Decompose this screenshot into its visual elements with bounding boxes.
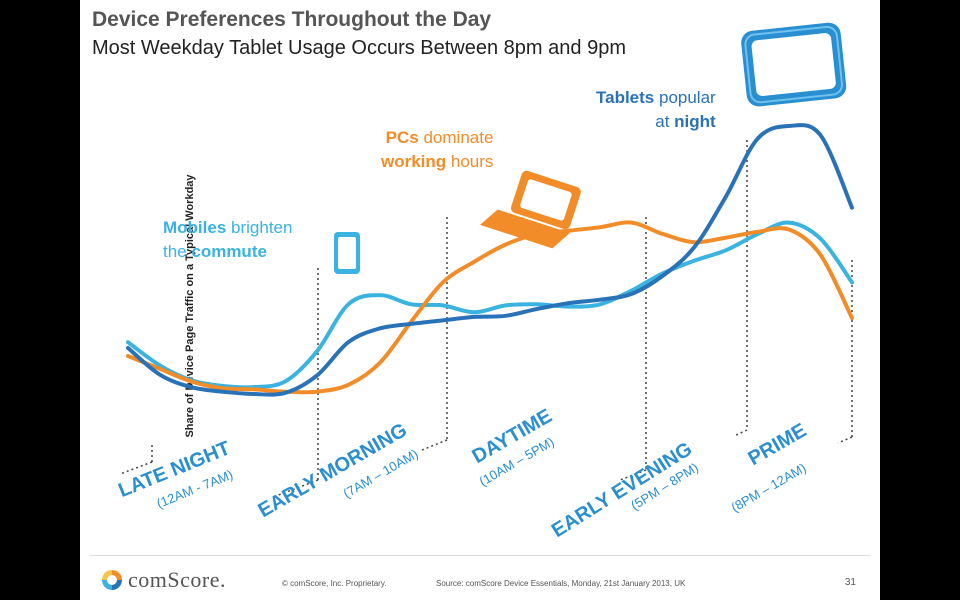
phone-icon [334,232,360,274]
annotation-pc-strong2: working [381,152,447,171]
series-line-tablets [126,123,854,397]
chart-plot [119,22,854,497]
annotation-mobile-rest1: brighten [226,218,293,237]
series-pcs [126,220,854,395]
annotation-tablet: Tablets popular at night [596,86,716,134]
divider-diag-2 [421,439,448,451]
series-tablets [126,123,854,397]
annotation-mobile-strong2: commute [191,242,267,261]
annotation-pc-strong1: PCs [385,128,419,147]
page-number: 31 [844,577,856,588]
series-line-mobiles [126,220,854,390]
footer-divider [90,555,870,556]
laptop-icon [480,170,581,249]
copyright-text: © comScore, Inc. Proprietary. [282,579,387,588]
annotation-pc: PCs dominate working hours [381,126,493,174]
comscore-logo-icon [102,570,122,590]
series-layer [126,123,854,397]
divider-diag-5 [837,436,853,444]
annotation-pc-rest1: dominate [418,128,494,147]
brand-name: comScore. [128,567,226,592]
tablet-icon [741,22,847,107]
divider-diag-0 [119,461,153,475]
series-mobiles [126,220,854,390]
annotation-tablet-strong1: Tablets [596,88,655,107]
annotation-tablet-rest1: popular [654,88,716,107]
annotation-tablet-rest2: at [655,112,675,131]
page-subtitle: Most Weekday Tablet Usage Occurs Between… [92,37,626,59]
annotation-mobile-rest2: the [163,242,192,261]
slide: Device Preferences Throughout the Day Mo… [80,0,880,600]
divider-diag-4 [733,429,748,437]
source-text: Source: comScore Device Essentials, Mond… [436,579,686,588]
series-line-pcs [126,220,854,395]
annotation-mobile: Mobiles brighten the commute [163,216,292,264]
annotation-pc-rest2: hours [446,152,494,171]
page-title: Device Preferences Throughout the Day [92,8,492,31]
annotation-mobile-strong1: Mobiles [163,218,227,237]
annotation-tablet-strong2: night [674,112,716,131]
